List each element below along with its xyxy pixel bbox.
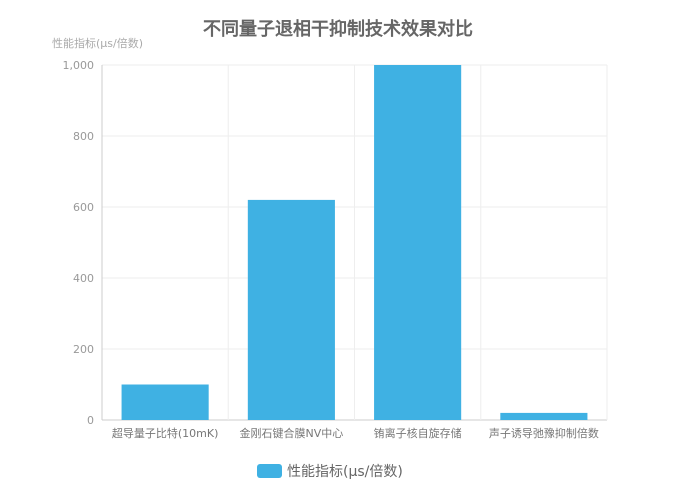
y-tick-label: 0 xyxy=(87,414,94,427)
y-tick-label: 1,000 xyxy=(63,59,95,72)
legend-swatch xyxy=(257,464,282,478)
y-tick-label: 600 xyxy=(73,201,94,214)
legend-label: 性能指标(μs/倍数) xyxy=(287,464,403,480)
bar xyxy=(121,384,209,420)
x-tick-label: 声子诱导弛豫抑制倍数 xyxy=(489,426,599,440)
y-tick-label: 400 xyxy=(73,272,94,285)
legend[interactable]: 性能指标(μs/倍数) xyxy=(257,464,403,480)
y-tick-label: 200 xyxy=(73,343,94,356)
chart-title: 不同量子退相干抑制技术效果对比 xyxy=(203,18,473,40)
x-tick-label: 铕离子核自旋存储 xyxy=(374,426,462,440)
bar xyxy=(374,65,462,420)
x-tick-label: 超导量子比特(10mK) xyxy=(112,426,219,440)
x-tick-label: 金刚石键合膜NV中心 xyxy=(239,426,343,440)
y-tick-label: 800 xyxy=(73,130,94,143)
bar xyxy=(247,199,335,420)
bar xyxy=(500,412,588,420)
y-axis-label: 性能指标(μs/倍数) xyxy=(52,36,143,50)
